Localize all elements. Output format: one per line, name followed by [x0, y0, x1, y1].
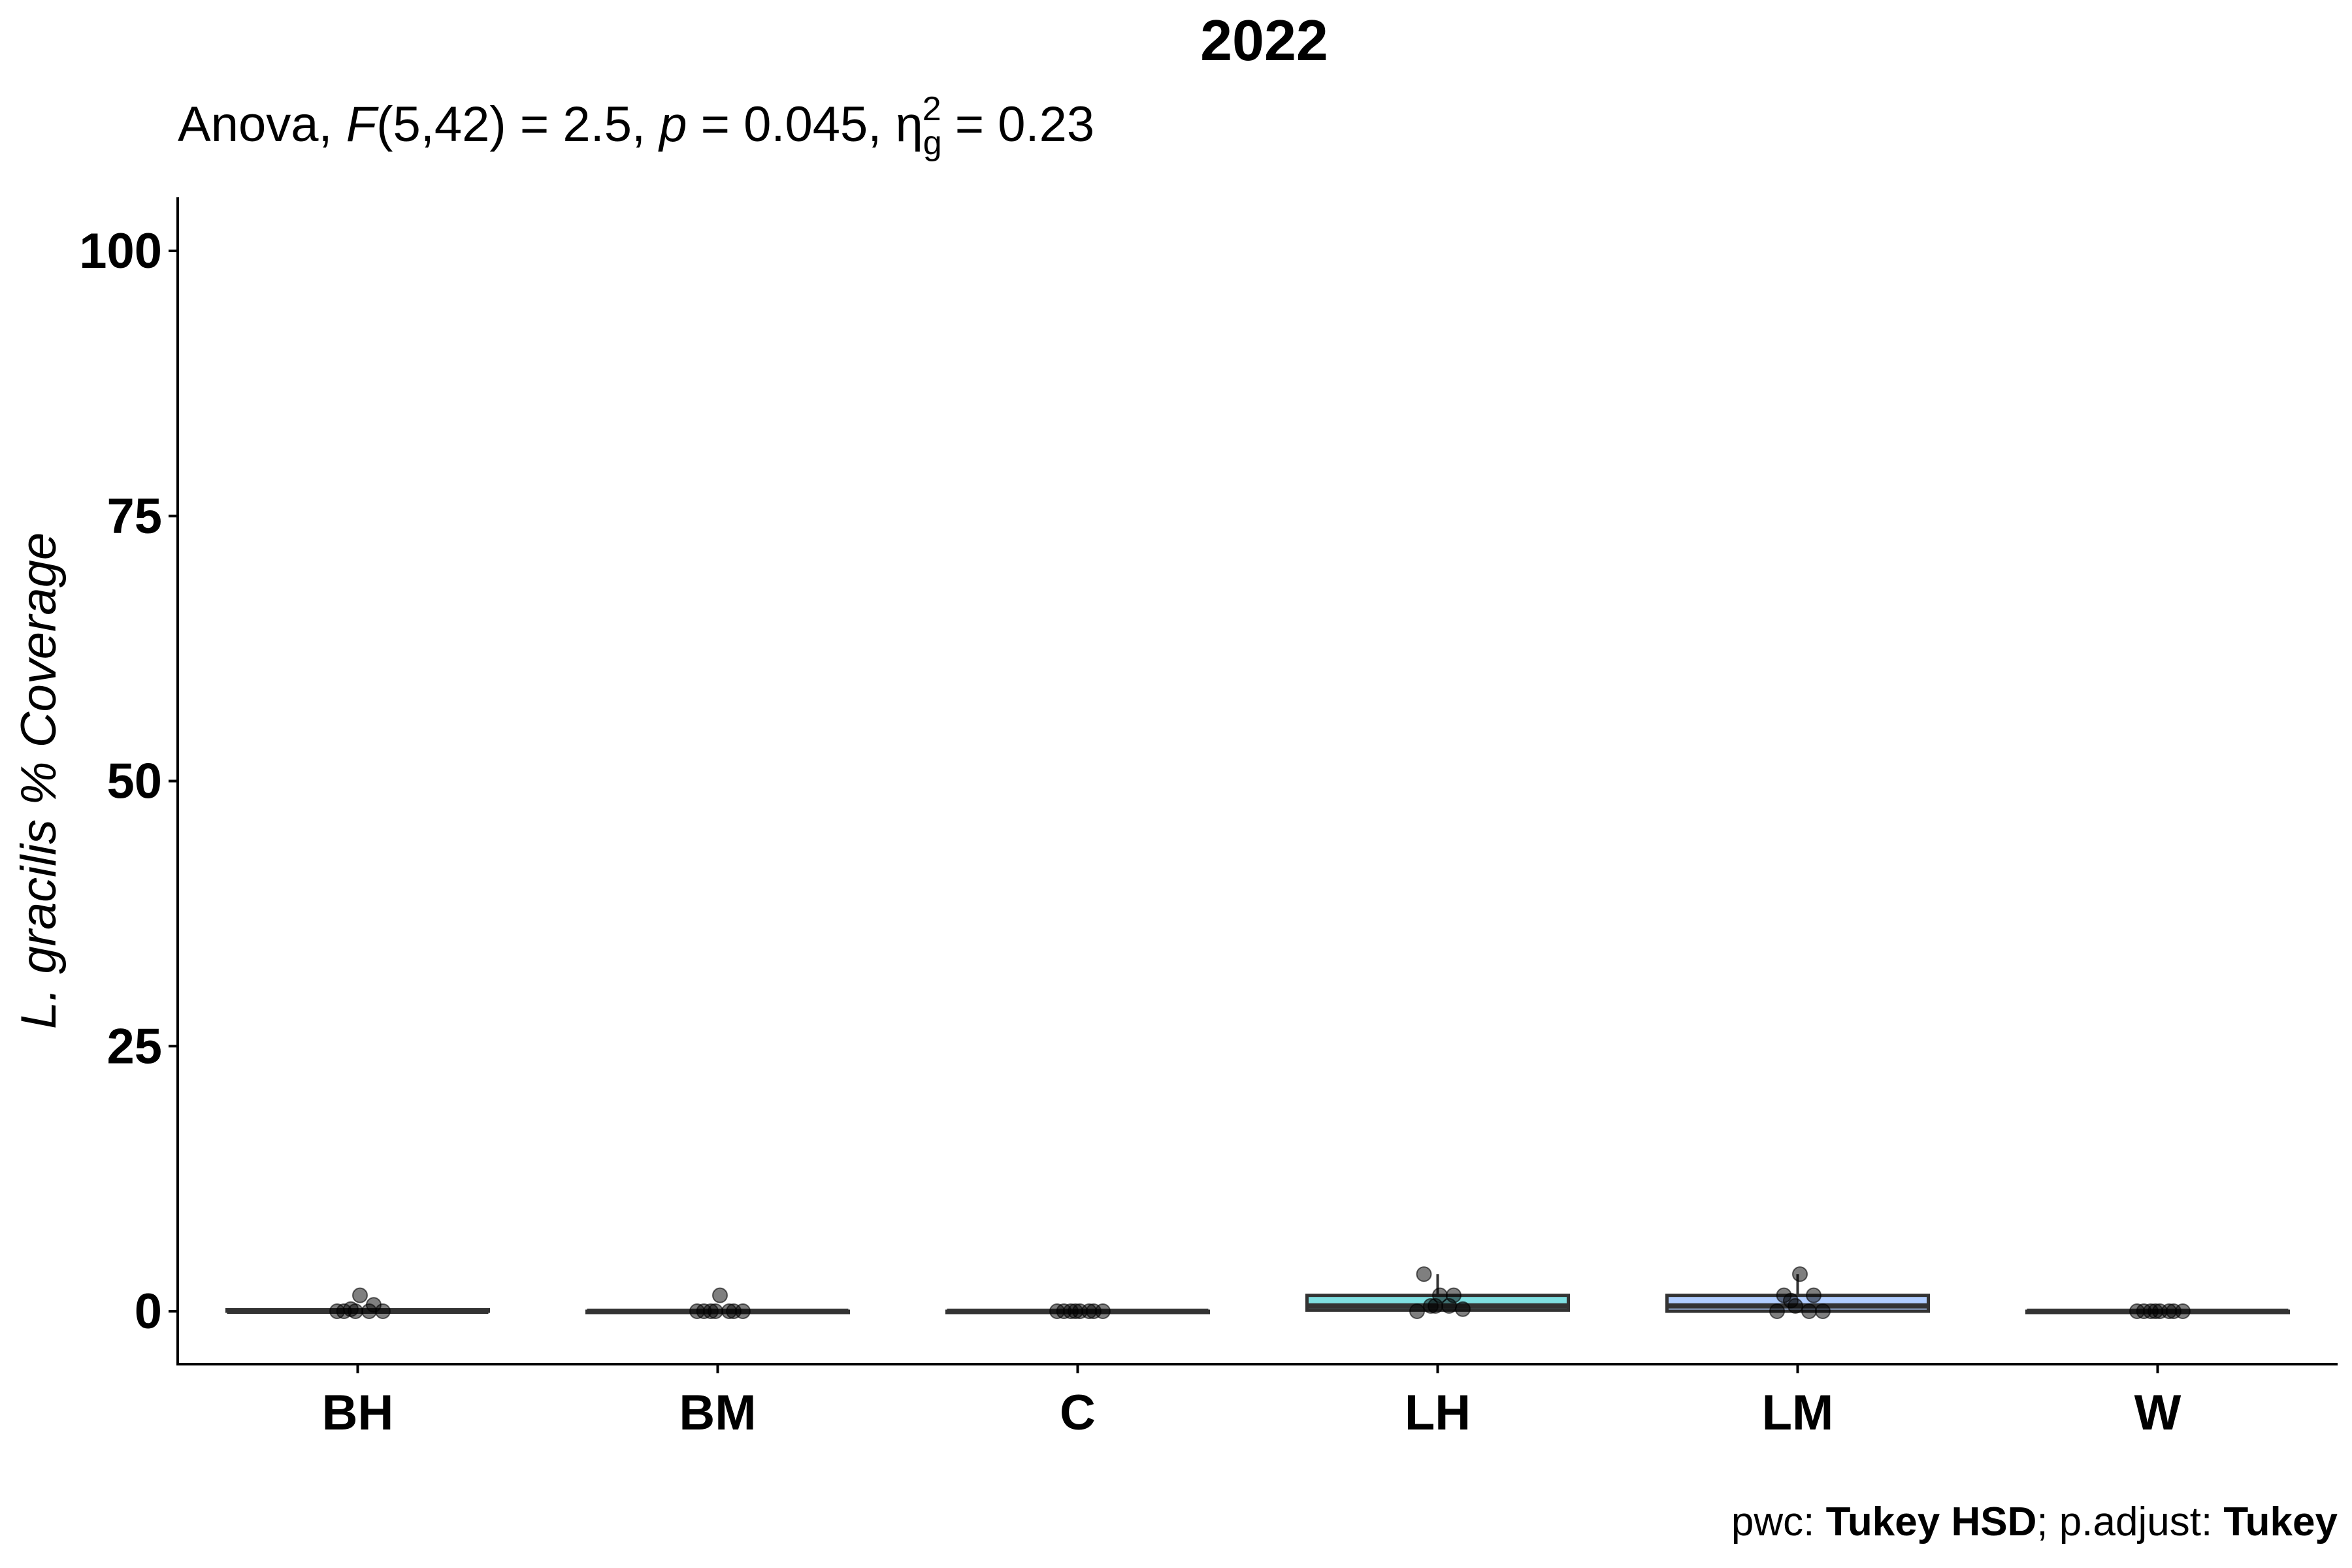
data-point	[1769, 1303, 1785, 1319]
data-point	[1455, 1301, 1471, 1317]
y-axis-ticks: 0 25 50 75 100	[79, 223, 178, 1339]
y-tick-label: 75	[106, 489, 162, 544]
data-point	[712, 1287, 728, 1303]
chart-subtitle: Anova, F(5,42) = 2.5, p = 0.045, ηg2 = 0…	[178, 90, 1094, 162]
x-tick-label: C	[1060, 1385, 1096, 1441]
x-tick-label: W	[2134, 1385, 2181, 1441]
data-point	[352, 1287, 368, 1303]
x-tick-label: BH	[322, 1385, 394, 1441]
data-point	[708, 1303, 723, 1319]
data-point	[1815, 1303, 1831, 1319]
y-axis-label: L. gracilis % Coverage	[11, 532, 67, 1029]
chart-title: 2022	[1200, 8, 1328, 73]
data-point	[1068, 1303, 1083, 1319]
data-point	[2161, 1303, 2177, 1319]
data-point	[1788, 1298, 1803, 1314]
data-point	[1441, 1298, 1457, 1314]
x-axis-ticks: BH BM C LH LM W	[322, 1364, 2181, 1441]
data-point	[1776, 1287, 1792, 1303]
box-plots	[225, 1274, 2290, 1315]
data-point	[1792, 1266, 1808, 1282]
data-point	[348, 1303, 363, 1319]
y-tick-label: 50	[106, 754, 162, 809]
data-point	[1428, 1298, 1443, 1314]
y-tick-label: 25	[106, 1019, 162, 1074]
caption: pwc: Tukey HSD; p.adjust: Tukey	[1731, 1499, 2338, 1544]
x-tick-label: BM	[679, 1385, 756, 1441]
data-point	[361, 1303, 377, 1319]
data-point	[1081, 1303, 1097, 1319]
data-point	[721, 1303, 737, 1319]
data-point	[2148, 1303, 2163, 1319]
y-tick-label: 100	[79, 223, 162, 279]
data-point	[1806, 1287, 1821, 1303]
y-tick-label: 0	[135, 1284, 162, 1339]
data-point	[1801, 1303, 1817, 1319]
data-point	[1409, 1303, 1425, 1319]
x-tick-label: LH	[1405, 1385, 1471, 1441]
jitter-points	[329, 1266, 2191, 1319]
data-point	[1416, 1266, 1432, 1282]
x-tick-label: LM	[1762, 1385, 1834, 1441]
